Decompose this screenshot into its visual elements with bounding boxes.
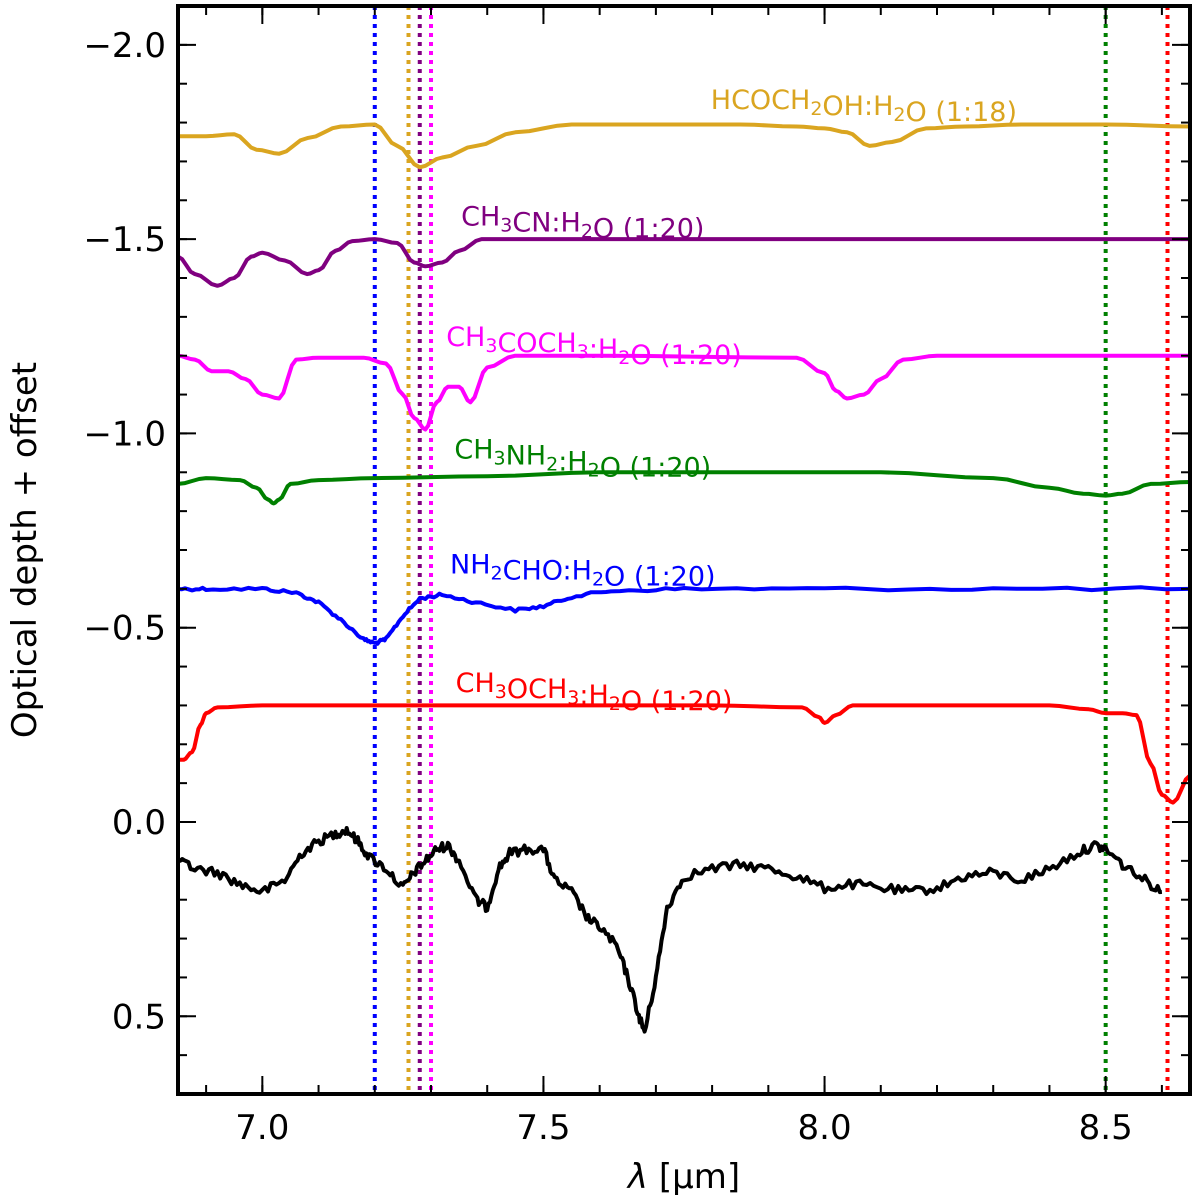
- label-text: CH: [446, 322, 485, 353]
- label-text: COCH: [497, 328, 576, 359]
- x-axis-symbol: λ: [626, 1157, 648, 1197]
- label-subscript: 2: [546, 454, 558, 476]
- label-subscript: 2: [588, 460, 600, 482]
- label-subscript: 2: [618, 347, 630, 369]
- series-line-observed-spectrum: [178, 826, 1163, 1034]
- axis-ticks: 7.0 7.5 8.0 8.5 0.5 0.0 −0.5 −1.0 −1.5 −2.0: [83, 5, 1190, 1148]
- label-subscript: 3: [494, 448, 506, 470]
- label-text: CHO:H: [503, 555, 592, 586]
- series-group: [178, 122, 1190, 1034]
- label-subscript: 3: [485, 335, 497, 357]
- label-text: CN:H: [512, 208, 580, 239]
- series-label-ch3och3-h2o-1-20: CH3OCH3:H2O (1:20): [456, 668, 733, 717]
- series-label-ch3nh2-h2o-1-20: CH3NH2:H2O (1:20): [454, 435, 711, 484]
- label-text: O (1:20): [593, 214, 705, 245]
- series-labels: HCOCH2OH:H2O (1:18)CH3CN:H2O (1:20)CH3CO…: [446, 85, 1017, 717]
- series-line-ch3cn-h2o-1-20: [178, 237, 1190, 288]
- x-axis-unit: [µm]: [659, 1157, 740, 1197]
- series-label-nh2cho-h2o-1-20: NH2CHO:H2O (1:20): [450, 549, 716, 592]
- series-line-ch3och3-h2o-1-20: [178, 703, 1190, 805]
- label-text: OH:H: [822, 91, 893, 122]
- label-subscript: 2: [491, 562, 503, 584]
- y-tick-label: 0.5: [112, 997, 166, 1037]
- x-tick-label: 8.0: [798, 1108, 852, 1148]
- label-text: O (1:20): [630, 340, 742, 371]
- x-tick-label: 7.0: [235, 1108, 289, 1148]
- label-subscript: 2: [609, 693, 621, 715]
- label-text: :H: [589, 334, 618, 365]
- label-subscript: 3: [567, 687, 579, 709]
- label-text: O (1:18): [905, 97, 1017, 128]
- label-text: HCOCH: [711, 85, 811, 116]
- label-text: O (1:20): [621, 686, 733, 717]
- x-axis-label: λ [µm]: [626, 1157, 740, 1197]
- plot-frame: [176, 4, 1192, 1096]
- y-tick-label: −0.5: [83, 609, 166, 649]
- label-subscript: 2: [893, 104, 905, 126]
- label-text: NH: [506, 441, 547, 472]
- label-text: CH: [454, 435, 493, 466]
- label-text: CH: [456, 668, 495, 699]
- y-axis-label: Optical depth + offset: [5, 362, 45, 738]
- y-tick-label: −2.0: [83, 26, 166, 66]
- label-subscript: 2: [592, 568, 604, 590]
- series-line-ch3coch3-h2o-1-20: [178, 353, 1190, 432]
- label-text: NH: [450, 549, 491, 580]
- label-subscript: 2: [581, 221, 593, 243]
- label-subscript: 2: [810, 98, 822, 120]
- label-subscript: 3: [577, 341, 589, 363]
- vertical-marker-lines: [372, 6, 1170, 1094]
- label-text: :H: [558, 447, 587, 478]
- x-tick-label: 8.5: [1079, 1108, 1133, 1148]
- y-tick-label: 0.0: [112, 803, 166, 843]
- label-text: CH: [461, 202, 500, 233]
- y-tick-label: −1.5: [83, 220, 166, 260]
- label-text: :H: [579, 680, 608, 711]
- series-label-hcoch2oh-h2o-1-18: HCOCH2OH:H2O (1:18): [711, 85, 1017, 128]
- series-line-nh2cho-h2o-1-20: [178, 585, 1190, 646]
- y-tick-label: −1.0: [83, 414, 166, 454]
- series-label-ch3cn-h2o-1-20: CH3CN:H2O (1:20): [461, 202, 704, 245]
- series-line-ch3nh2-h2o-1-20: [178, 470, 1190, 506]
- label-subscript: 3: [500, 215, 512, 237]
- x-tick-label: 7.5: [516, 1108, 570, 1148]
- label-text: O (1:20): [600, 453, 712, 484]
- series-line-hcoch2oh-h2o-1-18: [178, 122, 1190, 170]
- label-subscript: 3: [495, 681, 507, 703]
- label-text: O (1:20): [604, 561, 716, 592]
- label-text: OCH: [507, 674, 567, 705]
- series-label-ch3coch3-h2o-1-20: CH3COCH3:H2O (1:20): [446, 322, 742, 371]
